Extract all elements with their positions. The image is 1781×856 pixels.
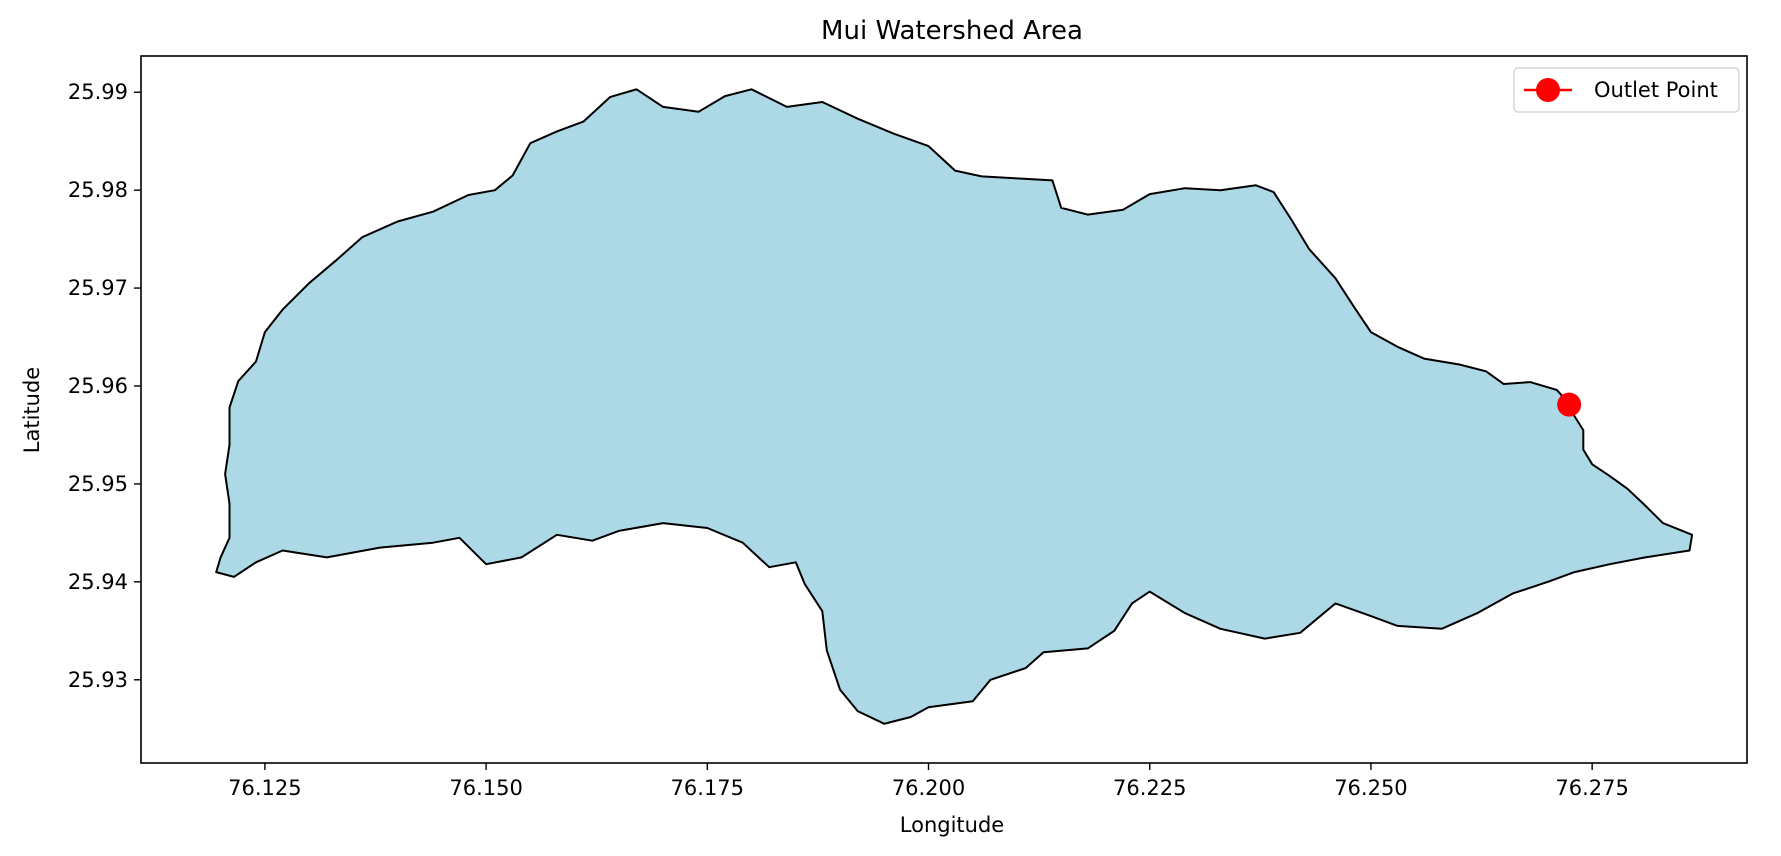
y-tick-label: 25.96	[68, 374, 128, 398]
map-title: Mui Watershed Area	[821, 16, 1083, 46]
outlet-layer	[1557, 392, 1582, 417]
legend-marker-icon	[1536, 78, 1560, 102]
outlet-point-marker	[1557, 392, 1582, 417]
x-tick-label: 76.275	[1555, 776, 1628, 800]
y-tick-label: 25.94	[68, 570, 128, 594]
y-axis-label: Latitude	[20, 367, 44, 453]
x-tick-label: 76.150	[449, 776, 522, 800]
y-tick-label: 25.93	[68, 668, 128, 692]
legend-label-outlet-point: Outlet Point	[1594, 78, 1718, 102]
y-tick-label: 25.97	[68, 276, 128, 300]
y-tick-label: 25.98	[68, 178, 128, 202]
legend: Outlet Point	[1513, 67, 1740, 113]
legend-box	[1513, 67, 1740, 113]
plot-area	[215, 88, 1694, 725]
axes-frame	[140, 55, 1748, 764]
y-tick-label: 25.95	[68, 472, 128, 496]
y-tick-label: 25.99	[68, 80, 128, 104]
y-axis-ticks: 25.93 25.94 25.95 25.96 25.97 25.98 25.99	[68, 80, 141, 692]
x-tick-label: 76.175	[671, 776, 744, 800]
x-tick-label: 76.250	[1334, 776, 1407, 800]
x-tick-label: 76.200	[892, 776, 965, 800]
x-tick-label: 76.125	[228, 776, 301, 800]
x-tick-label: 76.225	[1113, 776, 1186, 800]
x-axis-label: Longitude	[900, 813, 1004, 837]
x-axis-ticks: 76.125 76.150 76.175 76.200 76.225 76.250 76.2…	[228, 763, 1629, 800]
